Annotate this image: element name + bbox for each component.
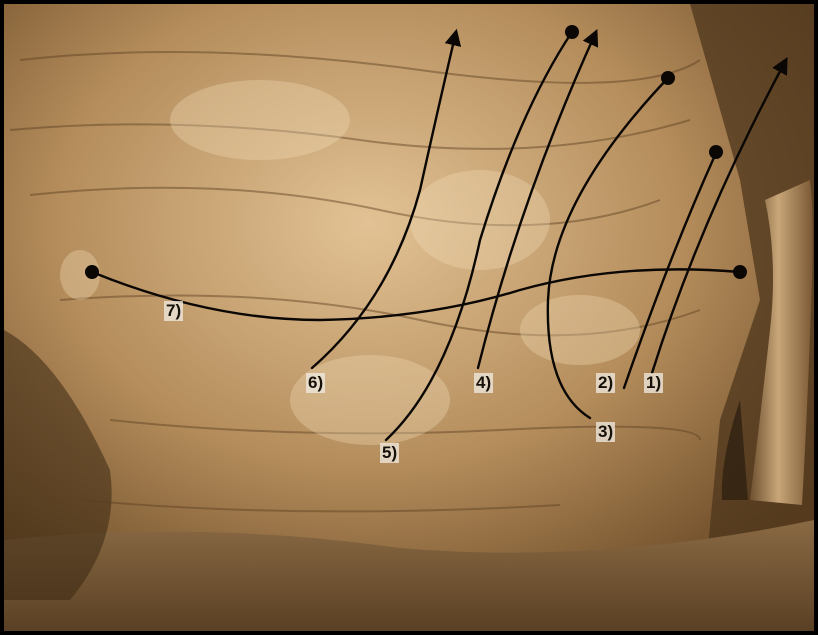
route-label-5: 5) — [380, 443, 400, 463]
rock-photo — [4, 4, 814, 631]
route-7-line — [90, 268, 742, 322]
route-1-line — [650, 57, 788, 375]
route-label-7: 7) — [164, 301, 184, 321]
route-2-top-dot — [709, 145, 723, 159]
route-dots — [85, 25, 747, 279]
route-label-1: 1) — [644, 373, 664, 393]
route-2-line — [622, 151, 718, 390]
route-label-2: 2) — [596, 373, 616, 393]
route-label-6: 6) — [306, 373, 326, 393]
route-label-3: 3) — [596, 422, 616, 442]
route-6-line — [310, 28, 462, 370]
route-label-4: 4) — [474, 373, 494, 393]
route-3-top-dot — [661, 71, 675, 85]
route-lines — [90, 28, 788, 442]
route-7-start-dot — [85, 265, 99, 279]
route-4-line — [476, 28, 599, 370]
route-5-top-dot — [565, 25, 579, 39]
route-5-line — [384, 30, 574, 442]
route-7-end-dot — [733, 265, 747, 279]
